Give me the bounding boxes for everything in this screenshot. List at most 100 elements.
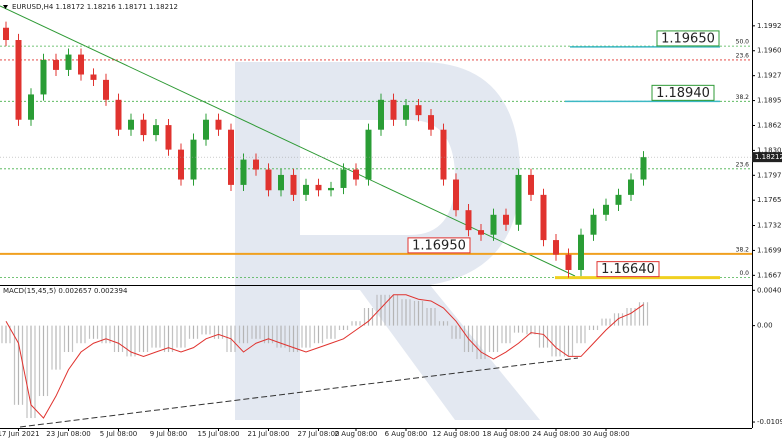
- candle-body: [453, 179, 459, 211]
- candle-body: [415, 105, 422, 116]
- candle-body: [303, 184, 309, 195]
- x-tick-label: 15 Jul 08:00: [198, 430, 240, 438]
- y-tick-label: 1.18625: [757, 121, 782, 129]
- candle-body: [615, 194, 622, 205]
- candle-body: [128, 119, 134, 130]
- candle-body: [478, 230, 484, 235]
- macd-trend-line: [19, 357, 579, 428]
- candle-body: [603, 204, 609, 215]
- candle-body: [628, 179, 634, 195]
- y-tick-label: 0.00: [757, 322, 773, 330]
- candle-body: [315, 184, 322, 191]
- x-tick-label: 18 Aug 08:00: [482, 430, 529, 438]
- y-tick-label: 0.004011: [757, 286, 782, 294]
- x-tick-label: 27 Jul 08:00: [298, 430, 340, 438]
- candle-body: [178, 149, 184, 180]
- candle-body: [265, 169, 272, 191]
- candle-body: [528, 174, 534, 195]
- level-box: [651, 84, 715, 101]
- candle-body: [78, 54, 84, 75]
- candle-body: [490, 214, 497, 235]
- candle-body: [103, 79, 109, 100]
- chart-title: EURUSD,H4 1.18172 1.18216 1.18171 1.1821…: [12, 3, 178, 11]
- level-box: [596, 261, 660, 278]
- candle-body: [115, 99, 122, 130]
- y-tick-label: 1.16670: [757, 271, 782, 279]
- candle-body: [365, 129, 372, 180]
- x-tick-label: 24 Aug 08:00: [532, 430, 579, 438]
- y-tick-label: 1.18950: [757, 97, 782, 105]
- candle-body: [565, 254, 572, 270]
- candle-body: [278, 174, 284, 191]
- level-box-label: 1.16640: [601, 262, 655, 277]
- candle-body: [440, 129, 447, 180]
- y-tick-label: 1.17650: [757, 196, 782, 204]
- x-tick-label: 6 Aug 08:00: [385, 430, 428, 438]
- candle-body: [65, 54, 72, 70]
- candle-body: [140, 119, 147, 136]
- candle-body: [290, 174, 297, 195]
- candle-body: [353, 169, 359, 180]
- candle-body: [53, 59, 59, 70]
- candle-body: [403, 105, 409, 120]
- candle-body: [503, 214, 509, 225]
- candle-body: [465, 210, 472, 231]
- fib-level-label: 50.0: [736, 39, 750, 46]
- y-tick-label: -0.010953: [757, 418, 782, 426]
- candle-body: [378, 99, 384, 130]
- candle-body: [3, 27, 9, 41]
- level-box: [407, 237, 471, 254]
- candle-body: [253, 159, 259, 170]
- fib-level-label: 23.6: [736, 161, 750, 168]
- x-tick-label: 17 Jun 2021: [0, 430, 40, 438]
- menu-arrow[interactable]: [3, 5, 8, 9]
- watermark: [235, 62, 540, 420]
- fib-level-label: 38.2: [736, 246, 750, 253]
- candle-body: [153, 125, 159, 136]
- level-box-label: 1.19650: [661, 31, 715, 46]
- y-tick-label: 1.18300: [757, 146, 782, 154]
- macd-title: MACD(15,45,5) 0.002657 0.002394: [3, 287, 128, 295]
- y-tick-label: 1.16995: [757, 246, 782, 254]
- x-tick-label: 12 Aug 08:00: [432, 430, 479, 438]
- candle-body: [203, 119, 209, 140]
- candle-body: [428, 115, 434, 130]
- x-tick-label: 30 Aug 08:00: [582, 430, 629, 438]
- candle-body: [215, 119, 222, 130]
- candle-body: [28, 94, 34, 120]
- x-tick-label: 21 Jul 08:00: [248, 430, 290, 438]
- candle-body: [90, 74, 97, 80]
- y-tick-label: 1.17975: [757, 171, 782, 179]
- x-tick-label: 23 Jun 08:00: [46, 430, 90, 438]
- x-tick-label: 9 Jul 08:00: [150, 430, 188, 438]
- current-price-box: [752, 152, 782, 163]
- candle-body: [40, 59, 47, 95]
- current-price-label: 1.18212: [755, 153, 782, 161]
- level-box: [656, 30, 720, 47]
- candle-body: [15, 40, 22, 120]
- signal-line: [5, 294, 644, 419]
- y-tick-label: 1.17320: [757, 222, 782, 230]
- candle-body: [328, 187, 334, 191]
- candle-body: [190, 139, 197, 180]
- y-tick-label: 1.19925: [757, 22, 782, 30]
- level-box-label: 1.16950: [412, 238, 466, 253]
- y-tick-label: 1.19600: [757, 47, 782, 55]
- x-tick-label: 5 Jul 08:00: [100, 430, 138, 438]
- candle-body: [553, 240, 559, 255]
- candle-body: [515, 174, 522, 225]
- fib-level-label: 23.6: [736, 52, 750, 59]
- candle-body: [578, 234, 584, 270]
- candle-body: [165, 125, 172, 150]
- candle-body: [640, 157, 647, 180]
- fib-level-label: 0.0: [739, 270, 749, 277]
- fib-level-label: 38.2: [736, 94, 750, 101]
- candle-body: [390, 99, 397, 120]
- x-tick-label: 2 Aug 08:00: [335, 430, 378, 438]
- candle-body: [340, 169, 347, 188]
- candle-body: [240, 159, 247, 185]
- level-box-label: 1.18940: [656, 86, 710, 101]
- candle-body: [540, 194, 547, 241]
